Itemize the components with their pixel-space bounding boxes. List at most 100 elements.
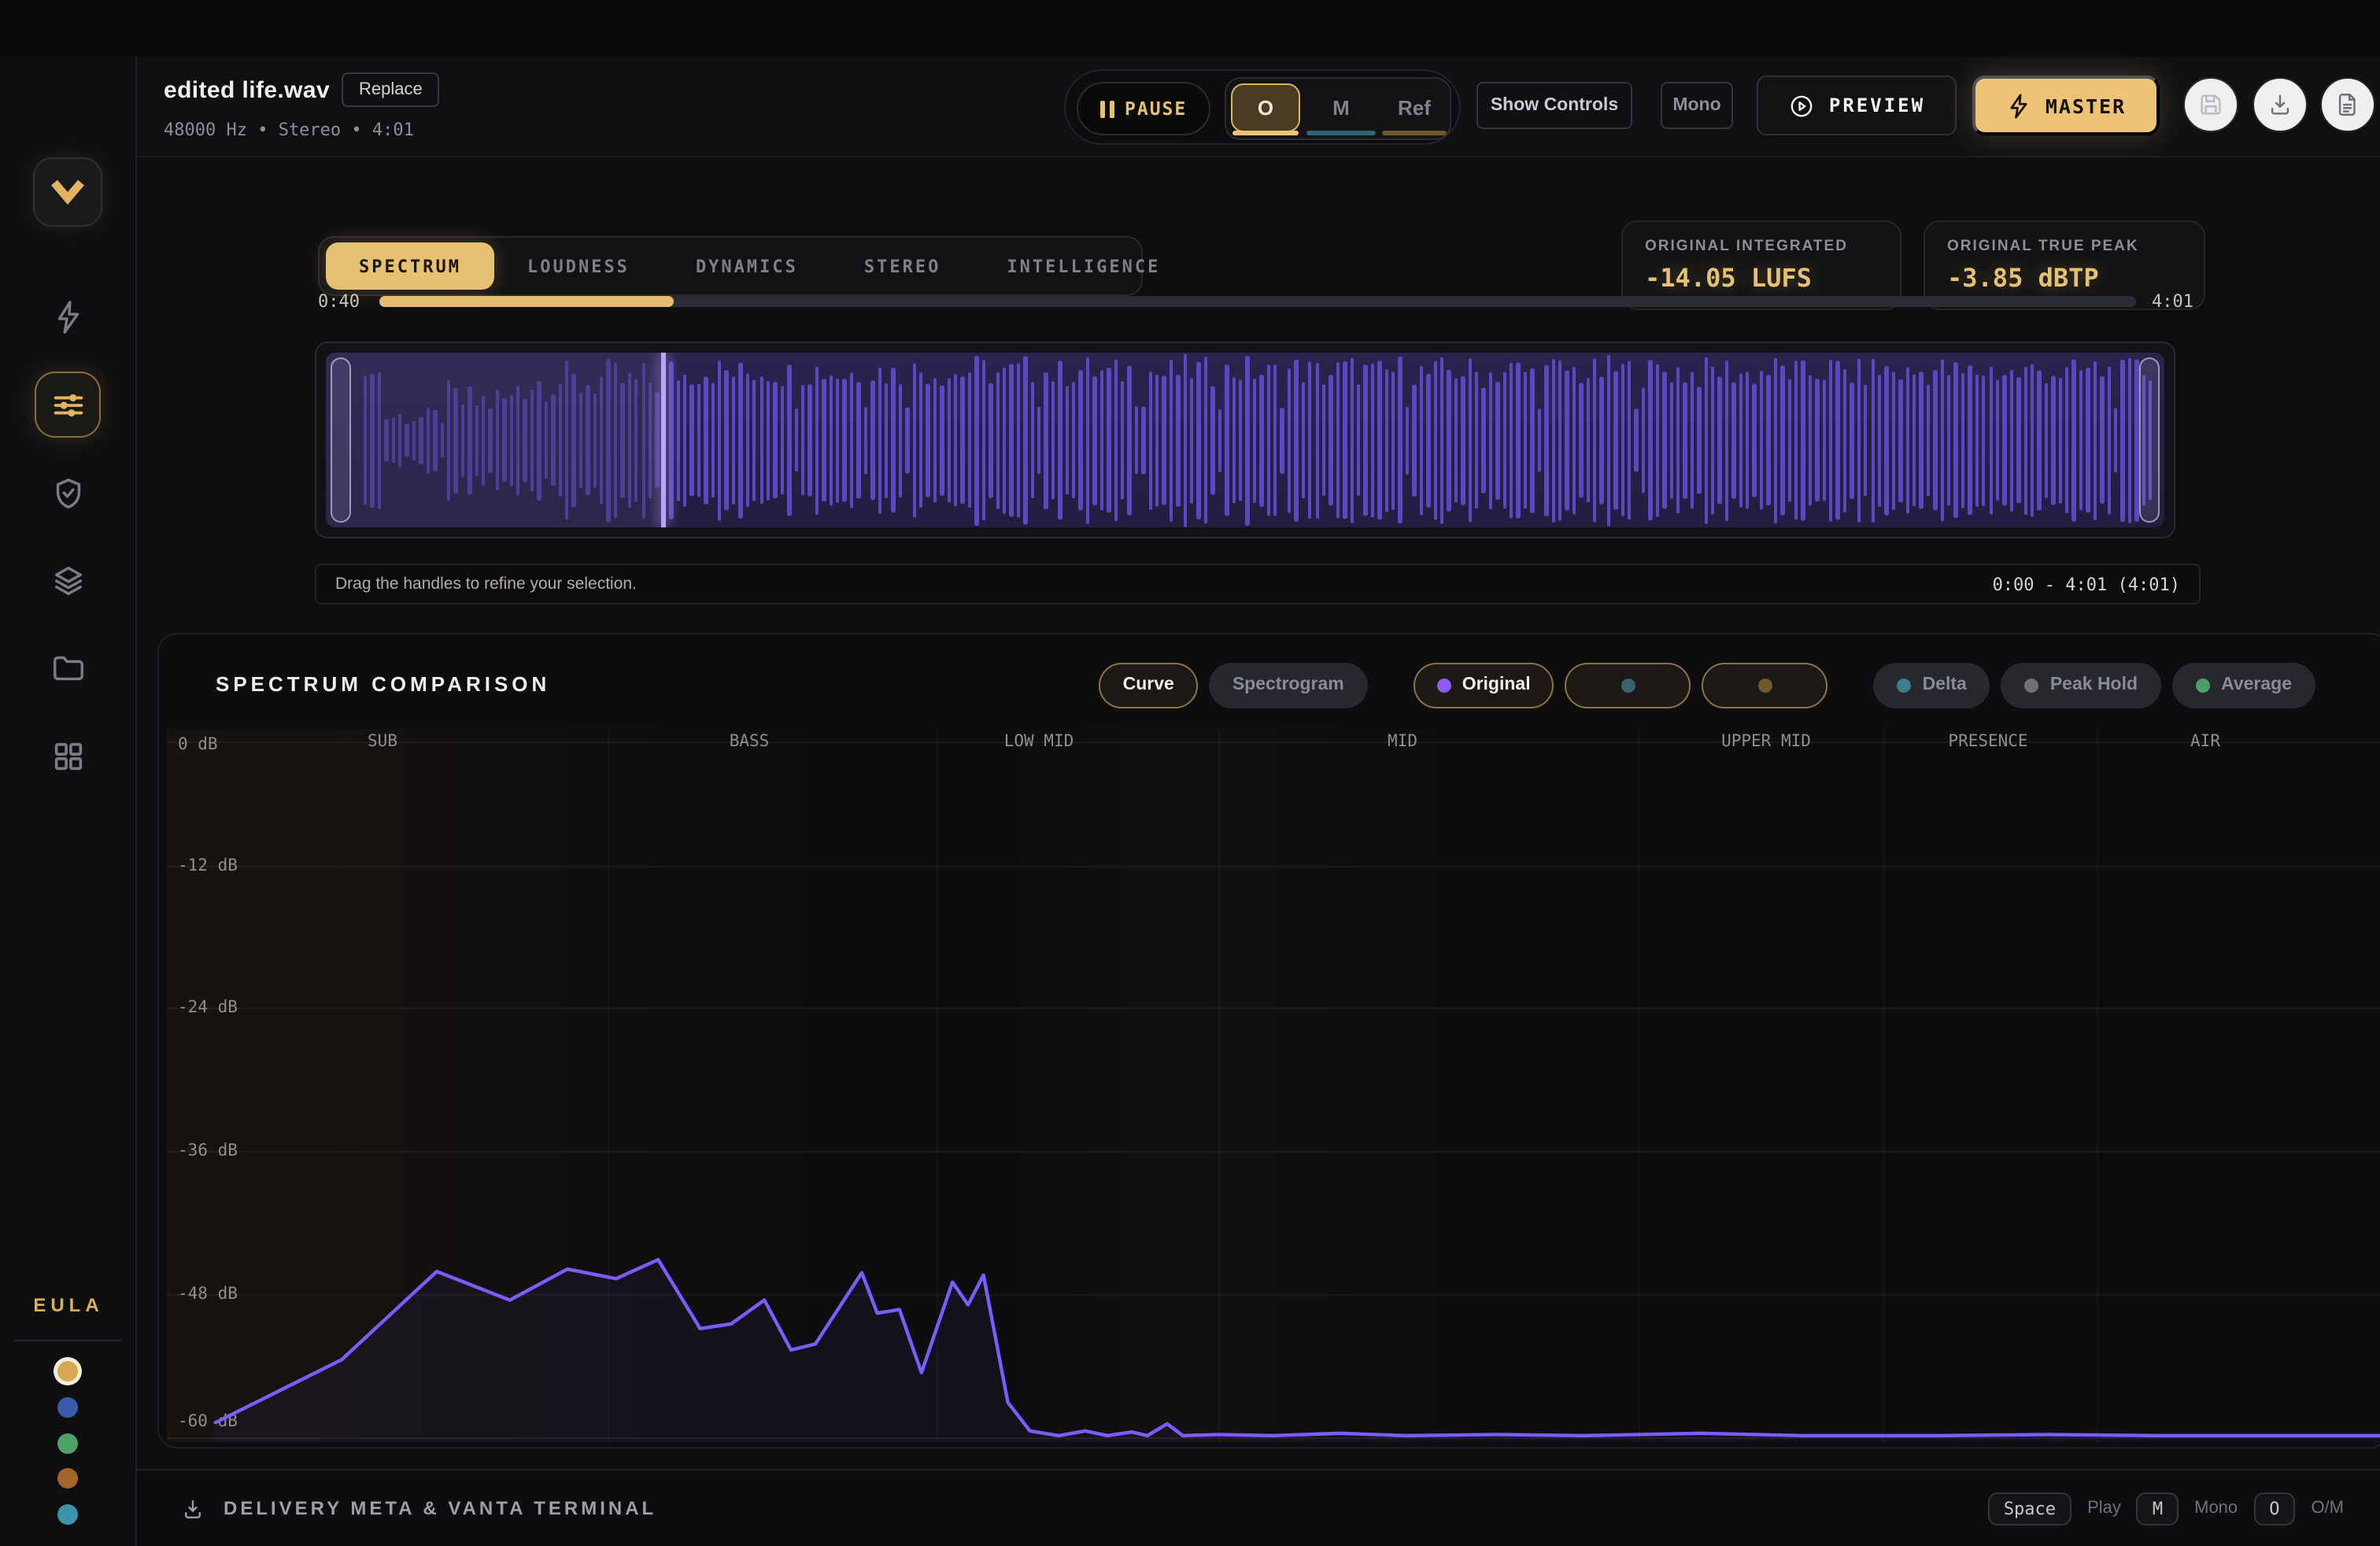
tab-stereo[interactable]: STEREO (831, 242, 974, 290)
trace-slot2-button[interactable] (1565, 662, 1691, 708)
sidebar-item-activity[interactable] (35, 283, 101, 350)
preview-button[interactable]: PREVIEW (1757, 76, 1957, 135)
file-meta: 48000 Hz • Stereo • 4:01 (164, 120, 414, 140)
sliders-icon (50, 386, 86, 423)
show-controls-button[interactable]: Show Controls (1476, 82, 1632, 129)
delivery-meta-toggle[interactable]: DELIVERY META & VANTA TERMINAL (181, 1496, 656, 1520)
selection-range: 0:00 - 4:01 (4:01) (1993, 574, 2180, 594)
theme-dot-teal[interactable] (57, 1504, 78, 1525)
delta-toggle-button[interactable]: Delta (1874, 662, 1990, 708)
waveform-panel (315, 342, 2175, 538)
metric-label: ORIGINAL INTEGRATED (1645, 238, 1878, 255)
download-button[interactable] (2252, 77, 2308, 132)
pause-icon (1100, 100, 1114, 117)
save-icon (2197, 91, 2224, 118)
replace-button[interactable]: Replace (342, 72, 440, 107)
peak-hold-dot (2025, 678, 2039, 692)
monitor-segmented-control: O M Ref (1225, 77, 1451, 140)
eula-link[interactable]: EULA (0, 1294, 137, 1316)
report-button[interactable] (2320, 77, 2375, 132)
window-top-strip (0, 0, 2380, 57)
header: edited life.wav Replace 48000 Hz • Stere… (137, 57, 2380, 157)
sidebar-item-integrity[interactable] (35, 460, 101, 526)
playhead[interactable] (662, 353, 666, 527)
export-icon (181, 1496, 205, 1520)
save-button[interactable] (2183, 77, 2238, 132)
file-name: edited life.wav (164, 77, 330, 104)
spectrum-chart: 0 dB -12 dB -24 dB -36 dB -48 dB -60 dB … (167, 729, 2380, 1442)
footer-title: DELIVERY META & VANTA TERMINAL (224, 1497, 656, 1519)
selection-handle-left[interactable] (331, 357, 351, 523)
timeline-duration: 4:01 (2152, 291, 2193, 312)
layers-icon (50, 561, 86, 597)
segment-underline-reference (1382, 131, 1447, 135)
shield-check-icon (50, 475, 86, 511)
keycap-o: O (2253, 1492, 2295, 1525)
folder-icon (50, 649, 86, 686)
sidebar-item-apps[interactable] (35, 723, 101, 789)
footer-bar: DELIVERY META & VANTA TERMINAL Space Pla… (137, 1469, 2380, 1546)
selection-handle-right[interactable] (2139, 357, 2160, 523)
waveform-caption-bar: Drag the handles to refine your selectio… (315, 564, 2201, 605)
spectrum-toolbar: Curve Spectrogram Original Delta Peak Ho… (1099, 661, 2315, 708)
transport-cluster: PAUSE O M Ref (1064, 69, 1461, 145)
timeline-progress-fill (379, 296, 674, 307)
master-label: MASTER (2046, 94, 2126, 117)
segment-reference[interactable]: Ref (1380, 83, 1448, 132)
selection-hint: Drag the handles to refine your selectio… (335, 575, 637, 594)
download-icon (2267, 91, 2293, 118)
theme-dot-green[interactable] (57, 1433, 78, 1454)
spectrum-curve (167, 729, 2380, 1442)
delta-label: Delta (1923, 675, 1967, 694)
spectrum-comparison-title: SPECTRUM COMPARISON (216, 672, 550, 696)
sidebar-item-mastering[interactable] (35, 372, 101, 438)
theme-dot-blue[interactable] (57, 1397, 78, 1418)
waveform-selection[interactable] (326, 353, 2164, 527)
pause-label: PAUSE (1125, 98, 1187, 120)
mono-button[interactable]: Mono (1661, 82, 1733, 129)
segment-original[interactable]: O (1231, 83, 1300, 132)
original-trace-dot (1437, 678, 1451, 692)
trace-slot3-button[interactable] (1702, 662, 1828, 708)
slot2-trace-dot (1621, 678, 1635, 692)
metric-value: -14.05 LUFS (1645, 263, 1878, 293)
bolt-icon (2006, 92, 2033, 119)
sidebar-item-layers[interactable] (35, 546, 101, 612)
curve-mode-button[interactable]: Curve (1099, 662, 1198, 708)
sidebar: EULA Vanta – Mac Edition (0, 57, 137, 1546)
vanta-logo[interactable] (33, 157, 102, 227)
sidebar-item-files[interactable] (35, 634, 101, 701)
shortcut-play-label: Play (2087, 1499, 2121, 1518)
document-icon (2334, 91, 2361, 118)
shortcut-hints: Space Play M Mono O O/M (1988, 1492, 2344, 1525)
segment-underline-master (1306, 131, 1376, 135)
waveform-bars (364, 353, 2127, 527)
timeline-scrubber[interactable] (379, 296, 2136, 307)
tab-loudness[interactable]: LOUDNESS (494, 242, 663, 290)
theme-dot-gold[interactable] (57, 1361, 78, 1381)
preview-label: PREVIEW (1829, 94, 1925, 117)
tab-intelligence[interactable]: INTELLIGENCE (974, 242, 1193, 290)
average-label: Average (2221, 675, 2292, 694)
spectrogram-mode-button[interactable]: Spectrogram (1209, 662, 1368, 708)
segment-underline-original (1232, 130, 1299, 135)
keycap-m: M (2137, 1492, 2179, 1525)
original-trace-label: Original (1462, 675, 1531, 694)
peak-hold-toggle-button[interactable]: Peak Hold (2001, 662, 2161, 708)
grid-icon (50, 738, 86, 774)
shortcut-om-label: O/M (2311, 1499, 2344, 1518)
trace-original-button[interactable]: Original (1414, 662, 1554, 708)
tab-dynamics[interactable]: DYNAMICS (663, 242, 831, 290)
metric-label: ORIGINAL TRUE PEAK (1947, 238, 2182, 255)
average-toggle-button[interactable]: Average (2172, 662, 2315, 708)
analysis-tabs: SPECTRUM LOUDNESS DYNAMICS STEREO INTELL… (318, 236, 1143, 296)
zap-icon (50, 298, 86, 335)
theme-dot-orange[interactable] (57, 1468, 78, 1489)
tab-spectrum[interactable]: SPECTRUM (326, 242, 494, 290)
shortcut-mono-label: Mono (2194, 1499, 2238, 1518)
average-dot (2196, 678, 2210, 692)
master-button[interactable]: MASTER (1972, 76, 2160, 135)
delta-dot (1898, 678, 1912, 692)
segment-master[interactable]: M (1305, 83, 1377, 132)
pause-button[interactable]: PAUSE (1077, 82, 1210, 135)
